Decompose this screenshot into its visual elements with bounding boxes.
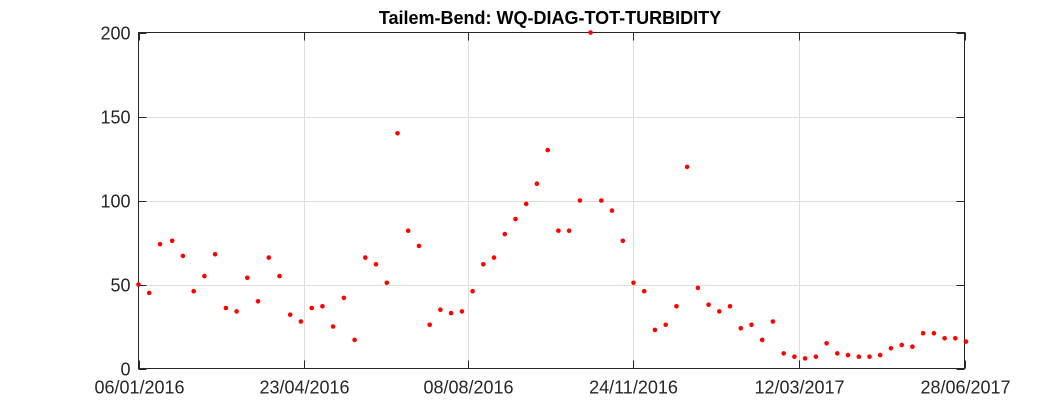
data-point [717, 309, 722, 314]
y-tick-label: 200 [100, 24, 130, 44]
x-tick-label: 12/03/2017 [754, 378, 844, 398]
data-point [759, 337, 765, 343]
data-point [277, 273, 282, 279]
data-point [169, 238, 175, 244]
data-point [223, 305, 229, 311]
data-point [802, 356, 808, 361]
data-point [695, 285, 701, 291]
data-point [727, 304, 733, 309]
data-point [749, 322, 754, 328]
data-point [641, 288, 647, 294]
data-point [631, 280, 636, 286]
x-tick-label: 28/06/2017 [920, 378, 1010, 398]
data-point [513, 216, 518, 222]
data-point [738, 325, 744, 331]
x-tick-label: 24/11/2016 [589, 378, 678, 398]
data-point [330, 324, 336, 329]
data-point [212, 252, 218, 257]
data-point [534, 181, 540, 186]
y-tick-label: 150 [100, 108, 130, 128]
data-point [523, 201, 529, 207]
data-point [384, 280, 390, 286]
data-point [245, 275, 250, 281]
data-point [545, 147, 550, 153]
data-point [674, 304, 679, 309]
data-point [566, 228, 572, 233]
data-point [459, 309, 465, 314]
data-point [341, 295, 347, 301]
x-tick-label: 08/08/2016 [423, 378, 513, 398]
data-point [298, 319, 304, 324]
data-point [781, 351, 786, 356]
data-point [202, 273, 207, 279]
data-point [963, 339, 969, 344]
data-point [899, 342, 904, 348]
data-point [942, 336, 947, 341]
data-point [813, 354, 819, 360]
data-point [953, 336, 958, 341]
data-point [845, 352, 851, 358]
data-point [266, 255, 272, 260]
data-point [146, 290, 152, 296]
data-point [599, 198, 604, 203]
data-point [856, 354, 862, 360]
y-tick-label: 0 [120, 360, 130, 380]
data-point [910, 344, 915, 350]
chart-title: Tailem-Bend: WQ-DIAG-TOT-TURBIDITY [379, 8, 721, 28]
data-point [405, 228, 411, 233]
data-point [180, 253, 186, 259]
data-point [373, 262, 379, 267]
data-point [157, 241, 163, 247]
data-point [609, 208, 615, 213]
x-tick-label: 06/01/2016 [94, 378, 184, 398]
data-point [867, 354, 872, 360]
data-point [577, 198, 583, 203]
data-point [448, 310, 454, 316]
data-point [620, 238, 626, 244]
data-point [684, 164, 690, 170]
data-point [481, 262, 486, 267]
data-point [363, 255, 368, 260]
data-point [888, 346, 894, 351]
data-point [706, 302, 711, 308]
data-point [491, 255, 497, 260]
data-point [824, 341, 829, 346]
data-point [255, 299, 261, 304]
y-tick-label: 100 [100, 192, 130, 212]
data-points [136, 30, 969, 361]
data-point [556, 228, 561, 233]
data-point [136, 282, 141, 287]
grid-lines [138, 32, 965, 369]
data-point [427, 322, 433, 328]
data-point [191, 288, 196, 294]
data-point [395, 131, 400, 136]
data-point [416, 243, 422, 249]
data-point [287, 312, 293, 318]
data-point [835, 351, 840, 356]
data-point [931, 330, 937, 336]
data-point [652, 327, 658, 333]
x-tick-label: 23/04/2016 [259, 378, 349, 398]
data-point [309, 305, 315, 311]
data-point [352, 337, 357, 343]
data-point [438, 307, 443, 313]
data-point [588, 30, 593, 35]
data-point [770, 319, 776, 324]
axis-ticks [138, 32, 966, 370]
plot-area [138, 32, 965, 369]
data-point [502, 231, 508, 237]
y-tick-label: 50 [110, 276, 130, 296]
data-point [663, 322, 668, 328]
data-point [920, 330, 926, 336]
data-point [234, 309, 239, 314]
data-point [877, 352, 883, 358]
data-point [470, 288, 475, 294]
data-point [792, 354, 797, 360]
tick-labels: 0 50 100 150 200 06/01/2016 23/04/2016 08/08/20… [94, 24, 1010, 398]
data-point [320, 304, 325, 309]
